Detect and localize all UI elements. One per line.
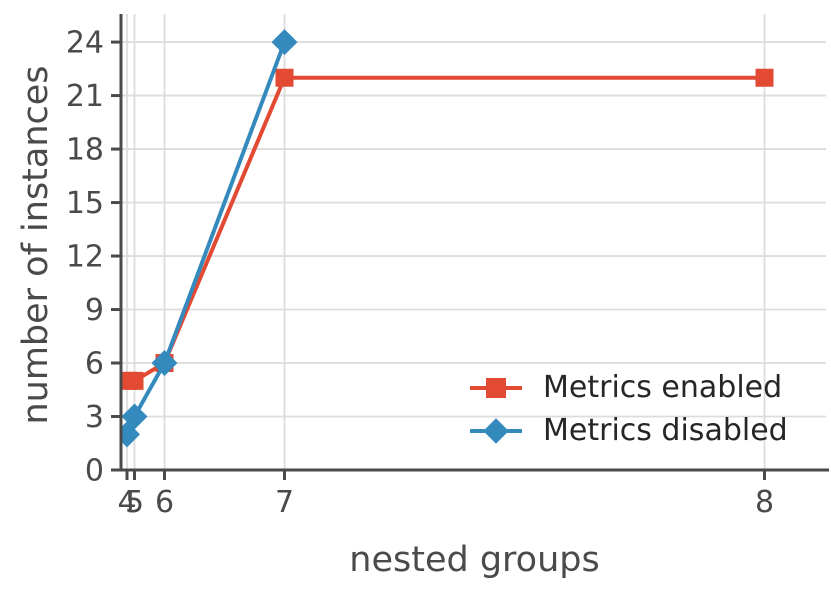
y-axis-label: number of instances — [16, 65, 56, 425]
series-line — [125, 41, 287, 436]
x-tick-label: 7 — [275, 485, 294, 520]
data-point-square — [755, 68, 774, 87]
y-tick-label: 18 — [66, 133, 104, 168]
square-marker-icon — [486, 377, 506, 398]
y-tick-label: 15 — [66, 186, 104, 221]
x-tick-label: 5 — [125, 485, 144, 520]
legend-sample-metrics-disabled — [470, 417, 522, 445]
x-tick-label: 4 — [117, 485, 136, 520]
axes-spines — [119, 14, 829, 472]
data-point-diamond — [121, 421, 140, 448]
y-tick-label: 24 — [66, 26, 104, 61]
legend-item-metrics-disabled: Metrics disabled — [470, 409, 788, 452]
data-point-diamond — [271, 29, 298, 56]
series-metrics-disabled — [121, 29, 298, 448]
x-axis-label: nested groups — [349, 540, 600, 580]
x-tick-label: 6 — [155, 485, 174, 520]
plot-area — [121, 29, 774, 448]
series-line — [127, 75, 765, 383]
data-point-diamond — [121, 403, 148, 430]
data-point-square — [125, 371, 144, 390]
y-tick-label: 3 — [85, 400, 104, 435]
data-point-square — [275, 68, 294, 87]
legend-label: Metrics disabled — [543, 413, 788, 448]
y-tick-label: 21 — [66, 79, 104, 114]
data-point-diamond — [151, 350, 178, 377]
y-tick-label: 0 — [85, 454, 104, 489]
x-tick-label: 8 — [755, 485, 774, 520]
legend-item-metrics-enabled: Metrics enabled — [470, 366, 788, 409]
legend-sample-metrics-enabled — [470, 374, 522, 402]
y-tick-label: 9 — [85, 293, 104, 328]
gridlines — [121, 14, 826, 471]
y-tick-label: 6 — [85, 347, 104, 382]
diamond-marker-icon — [483, 417, 509, 444]
y-tick-label: 12 — [66, 240, 104, 275]
legend-label: Metrics enabled — [543, 370, 783, 405]
legend: Metrics enabled Metrics disabled — [470, 366, 788, 452]
